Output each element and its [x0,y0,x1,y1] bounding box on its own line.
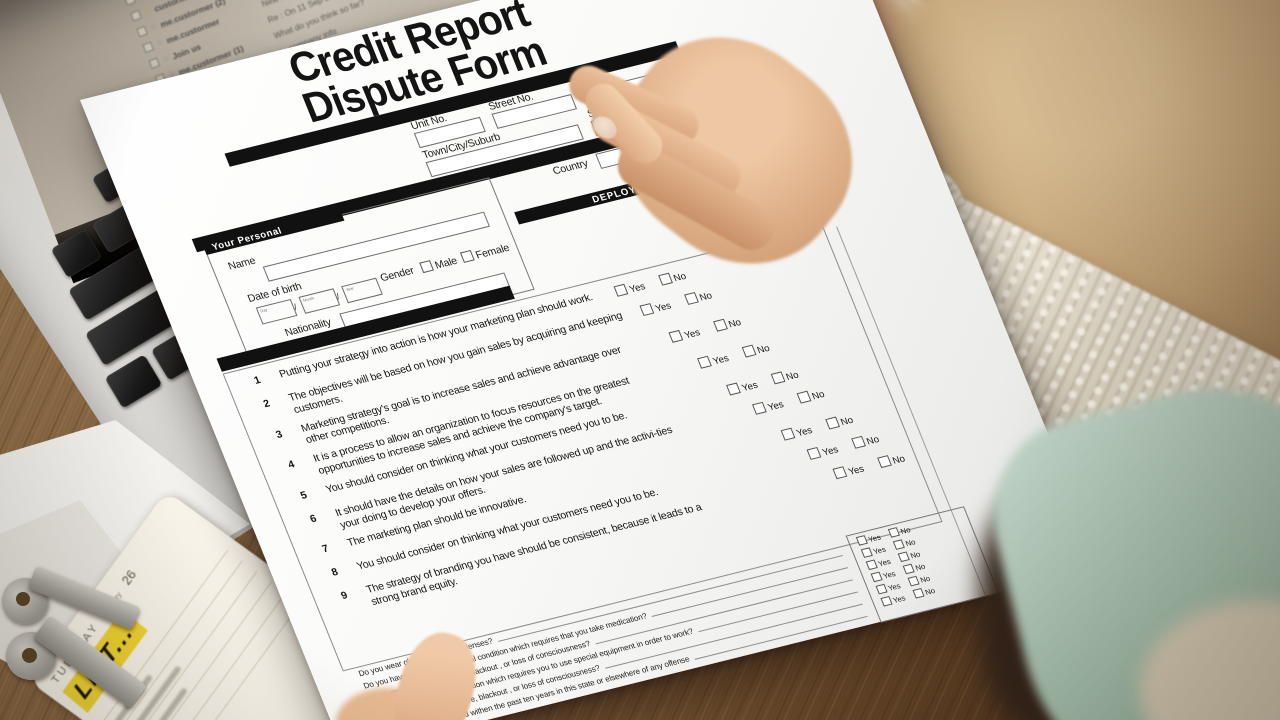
yes-checkbox [860,547,873,558]
yes-checkbox [806,447,822,461]
yes-checkbox [875,583,888,595]
no-checkbox [850,436,866,450]
no-checkbox [824,417,840,430]
yes-checkbox [880,595,893,607]
email-checkbox-icon [148,57,161,70]
yes-checkbox [780,428,796,441]
yes-checkbox [865,559,878,571]
yes-checkbox [639,303,655,317]
question-number: 9 [339,589,350,603]
key-hole [16,592,30,606]
notepad-date: 26 [118,567,140,588]
no-checkbox [876,455,892,469]
question-number: 5 [298,489,309,502]
email-checkbox-icon [130,10,142,22]
no-checkbox [741,344,757,358]
yes-checkbox [751,401,767,415]
no-checkbox [712,318,728,332]
email-checkbox-icon [136,25,149,38]
no-checkbox [770,371,785,385]
key-hole [22,648,37,663]
question-number: 1 [252,374,263,387]
yes-checkbox [697,355,712,369]
email-checkbox-icon [142,41,155,54]
question-number: 4 [286,458,297,472]
no-checkbox [657,272,673,286]
yes-checkbox [855,535,868,546]
notepad-rule [130,570,258,720]
yes-checkbox [870,571,883,583]
no-checkbox [683,292,699,306]
yes-checkbox [832,466,848,480]
question-number: 2 [261,397,272,411]
yes-checkbox [668,329,684,343]
star-icon: ☆ [136,0,150,2]
no-checkbox [796,390,811,404]
question-number: 8 [329,566,341,580]
notepad-rule [173,602,301,720]
question-number: 7 [320,542,331,556]
question-number: 3 [273,428,285,441]
question-number: 6 [308,512,319,526]
yes-checkbox [725,382,741,396]
